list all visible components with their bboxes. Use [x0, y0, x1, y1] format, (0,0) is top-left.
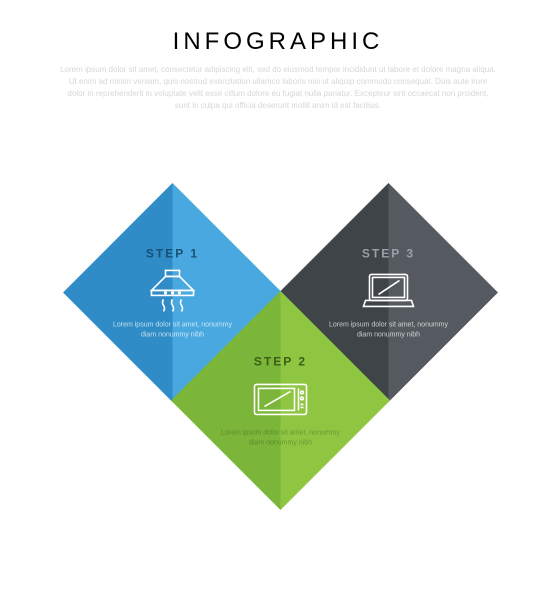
laptop-icon	[359, 268, 419, 312]
diagram-stage: Step 1 Lorem ipsum dolor sit amet, nonum…	[0, 170, 556, 570]
page-title: Infographic	[0, 28, 556, 56]
extractor-hood-icon	[143, 268, 203, 312]
step-3-label: Step 3	[289, 246, 489, 260]
step-2-label: Step 2	[181, 354, 381, 368]
step-1-label: Step 1	[73, 246, 273, 260]
microwave-icon	[251, 376, 311, 420]
step-2-desc: Lorem ipsum dolor sit amet, nonummy diam…	[181, 428, 381, 448]
page-subtitle: Lorem ipsum dolor sit amet, consectetur …	[60, 64, 496, 112]
